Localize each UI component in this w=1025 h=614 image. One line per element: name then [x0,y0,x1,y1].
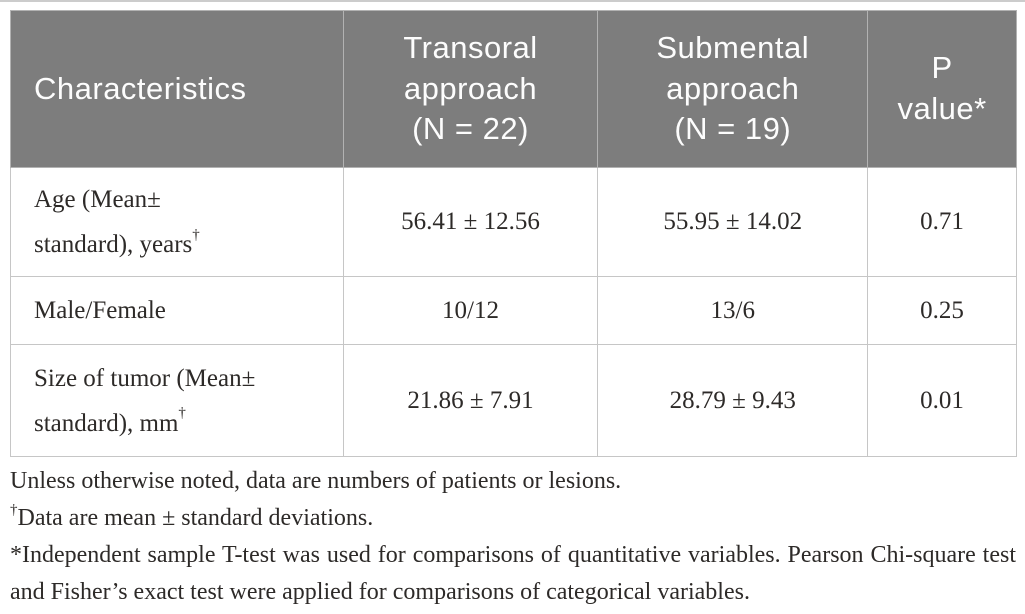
cell-tumor-size-p-value: 0.01 [867,344,1017,457]
cell-tumor-size-transoral: 21.86 ± 7.91 [342,344,599,457]
footnote-general: Unless otherwise noted, data are numbers… [10,463,1016,500]
header-row: Characteristics Transoral approach (N = … [10,10,1017,168]
table-row-tumor-size: Size of tumor (Mean± standard), mm† 21.8… [10,344,1017,457]
row-label-tumor-size: Size of tumor (Mean± standard), mm† [10,344,344,457]
column-header-submental-approach: Submental approach (N = 19) [597,10,869,168]
footnote-text: *Independent sample T-test was used for … [10,542,1016,605]
footnote-text: Unless otherwise noted, data are numbers… [10,468,622,494]
cell-age-transoral: 56.41 ± 12.56 [342,167,599,277]
column-header-transoral-approach: Transoral approach (N = 22) [342,10,599,168]
cell-male-female-p-value: 0.25 [867,276,1017,345]
row-label-text: Size of tumor (Mean± standard), mm [34,364,256,437]
top-divider-rule [0,0,1025,2]
cell-tumor-size-submental: 28.79 ± 9.43 [597,344,869,457]
row-label-male-female: Male/Female [10,276,344,345]
row-label-text: Male/Female [34,297,166,324]
row-label-age: Age (Mean± standard), years† [10,167,344,277]
baseline-characteristics-table: Characteristics Transoral approach (N = … [10,10,1017,457]
cell-male-female-submental: 13/6 [597,276,869,345]
cell-male-female-transoral: 10/12 [342,276,599,345]
column-header-p-value: P value* [867,10,1017,168]
baseline-characteristics-table-wrap: Characteristics Transoral approach (N = … [10,10,1017,457]
footnote-dagger: †Data are mean ± standard deviations. [10,500,1016,537]
footnote-text: Data are mean ± standard deviations. [17,505,374,531]
table-row-male-female: Male/Female 10/12 13/6 0.25 [10,276,1017,345]
column-header-characteristics: Characteristics [10,10,344,168]
cell-age-submental: 55.95 ± 14.02 [597,167,869,277]
footnote-asterisk: *Independent sample T-test was used for … [10,537,1016,611]
table-row-age: Age (Mean± standard), years† 56.41 ± 12.… [10,167,1017,277]
table-footnotes: Unless otherwise noted, data are numbers… [10,463,1016,611]
row-label-text: Age (Mean± standard), years [34,186,193,258]
dagger-icon: † [10,502,18,518]
cell-age-p-value: 0.71 [867,167,1017,277]
dagger-superscript: † [178,405,186,422]
dagger-superscript: † [192,226,200,243]
